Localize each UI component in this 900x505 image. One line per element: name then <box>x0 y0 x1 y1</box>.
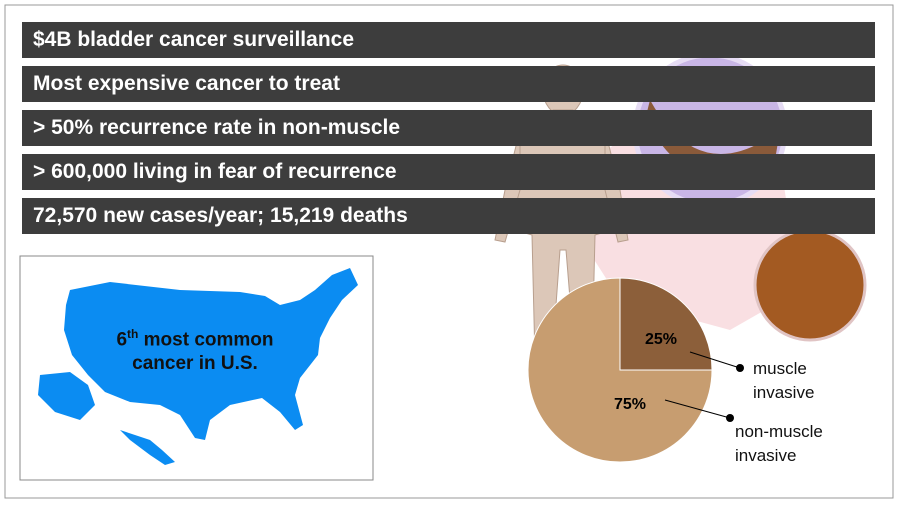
leader-dot <box>736 364 744 372</box>
rank-suffix: th <box>127 327 139 341</box>
leader-dot <box>726 414 734 422</box>
banner: > 50% recurrence rate in non-muscle <box>22 110 872 146</box>
leader-line <box>689 351 741 369</box>
pie-chart: 25% 75% <box>527 277 744 463</box>
map-caption: 6th most common cancer in U.S. <box>100 322 290 376</box>
us-map <box>64 268 358 440</box>
pie-slice <box>619 277 713 371</box>
rank: 6 <box>116 329 128 351</box>
leader-line <box>664 399 731 419</box>
legend-label: muscle invasive <box>753 359 815 402</box>
tissue-zoom <box>753 228 867 342</box>
slice-label: 25% <box>645 331 677 348</box>
legend-label: non-muscle invasive <box>735 422 823 465</box>
banner: > 600,000 living in fear of recurrence <box>22 154 875 190</box>
banner: $4B bladder cancer surveillance <box>22 22 875 58</box>
slide-border <box>4 4 894 499</box>
alaska <box>38 372 95 420</box>
map-text: most common cancer in U.S. <box>132 329 274 375</box>
pie-slice <box>527 277 713 463</box>
banner: Most expensive cancer to treat <box>22 66 875 102</box>
slice-label: 75% <box>614 396 646 413</box>
banner: 72,570 new cases/year; 15,219 deaths <box>22 198 875 234</box>
hawaii <box>120 430 175 465</box>
